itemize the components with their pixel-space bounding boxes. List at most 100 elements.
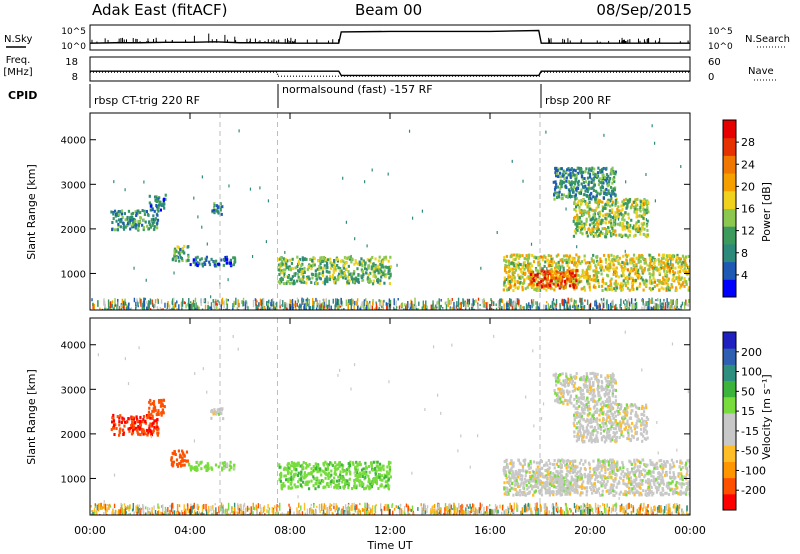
echo-cell	[514, 286, 517, 290]
echo-cell	[325, 261, 329, 265]
echo-cell	[147, 414, 150, 418]
echo-cell	[682, 269, 686, 273]
ground-scatter-cell	[232, 510, 235, 515]
echo-cell	[611, 200, 615, 204]
echo-cell	[350, 275, 353, 279]
ground-scatter-cell	[203, 513, 205, 515]
ground-scatter-cell	[300, 505, 302, 511]
echo-cell	[674, 266, 677, 270]
echo-cell	[610, 286, 613, 290]
echo-cell	[610, 189, 614, 193]
ground-scatter-cell	[124, 508, 127, 515]
echo-cell	[585, 202, 588, 206]
echo-cell	[583, 177, 586, 181]
echo-cell	[189, 468, 193, 472]
echo-cell	[352, 272, 355, 276]
y-tick-label: 3000	[61, 180, 86, 191]
ground-scatter-cell	[275, 302, 277, 306]
echo-cell	[347, 270, 350, 274]
echo-cell	[608, 287, 611, 291]
echo-cell	[652, 262, 655, 266]
echo-cell	[643, 266, 646, 270]
ground-scatter-cell	[224, 509, 226, 514]
echo-cell	[562, 272, 565, 276]
echo-cell	[622, 213, 625, 217]
echo-cell	[277, 280, 280, 284]
echo-cell	[547, 262, 550, 266]
ground-scatter-cell	[417, 308, 419, 310]
echo-cell	[622, 268, 625, 272]
ground-scatter-cell	[685, 513, 687, 515]
echo-cell	[290, 261, 294, 265]
sparse-echo	[259, 186, 261, 190]
ground-scatter-cell	[626, 300, 628, 308]
echo-cell	[605, 282, 608, 286]
echo-cell	[324, 485, 327, 489]
ground-scatter-cell	[131, 508, 134, 512]
ground-scatter-cell	[346, 506, 348, 515]
ground-scatter-cell	[582, 307, 584, 310]
ground-scatter-cell	[210, 302, 213, 308]
echo-cell	[179, 464, 183, 468]
echo-cell	[114, 228, 117, 232]
ground-scatter-cell	[595, 507, 598, 510]
ground-scatter-cell	[272, 507, 275, 511]
echo-cell	[620, 223, 624, 227]
echo-cell	[372, 267, 376, 271]
ground-scatter-cell	[535, 306, 537, 310]
ground-scatter-cell	[252, 502, 254, 510]
echo-cell	[164, 197, 167, 201]
ground-scatter-cell	[183, 504, 185, 511]
echo-cell	[567, 277, 571, 281]
ground-scatter-cell	[156, 298, 159, 302]
echo-cell	[612, 263, 615, 267]
echo-cell	[206, 468, 209, 472]
echo-cell	[345, 261, 348, 265]
echo-cell	[155, 199, 158, 203]
echo-cell	[642, 232, 645, 236]
ground-scatter-cell	[548, 306, 551, 309]
echo-cell	[638, 227, 642, 231]
echo-cell	[153, 425, 156, 429]
ground-scatter-cell	[661, 302, 663, 305]
ground-scatter-cell	[260, 510, 262, 514]
echo-cell	[384, 275, 387, 279]
echo-cell	[505, 254, 509, 258]
echo-cell	[671, 269, 675, 273]
cpid-segment-3: rbsp 200 RF	[545, 94, 611, 107]
echo-cell	[211, 410, 214, 414]
echo-cell	[596, 225, 599, 229]
echo-cell	[614, 198, 617, 202]
ground-scatter-cell	[326, 510, 328, 515]
echo-cell	[565, 179, 568, 183]
sparse-echo	[421, 209, 424, 213]
echo-cell	[316, 267, 319, 271]
echo-cell	[602, 281, 605, 285]
echo-cell	[353, 269, 356, 273]
ground-scatter-cell	[455, 305, 458, 309]
echo-cell	[593, 212, 597, 216]
ground-scatter-cell	[268, 507, 271, 511]
echo-cell	[302, 275, 305, 279]
ground-scatter-cell	[187, 507, 190, 513]
ground-scatter-cell	[286, 308, 289, 310]
ground-scatter-cell	[465, 511, 468, 515]
echo-cell	[614, 267, 617, 271]
ground-scatter-cell	[513, 300, 515, 309]
echo-cell	[389, 274, 392, 278]
echo-cell	[560, 285, 563, 289]
echo-cell	[149, 225, 152, 229]
echo-cell	[642, 208, 645, 212]
echo-cell	[588, 204, 591, 208]
ground-scatter-cell	[243, 502, 246, 507]
ground-scatter-cell	[676, 504, 679, 511]
ground-scatter-cell	[328, 304, 331, 308]
ground-scatter-cell	[353, 305, 355, 310]
echo-cell	[296, 272, 300, 276]
echo-cell	[174, 258, 177, 262]
sparse-echo	[133, 266, 135, 270]
ground-scatter-cell	[332, 512, 334, 515]
ground-scatter-cell	[191, 513, 194, 515]
echo-cell	[594, 233, 597, 237]
